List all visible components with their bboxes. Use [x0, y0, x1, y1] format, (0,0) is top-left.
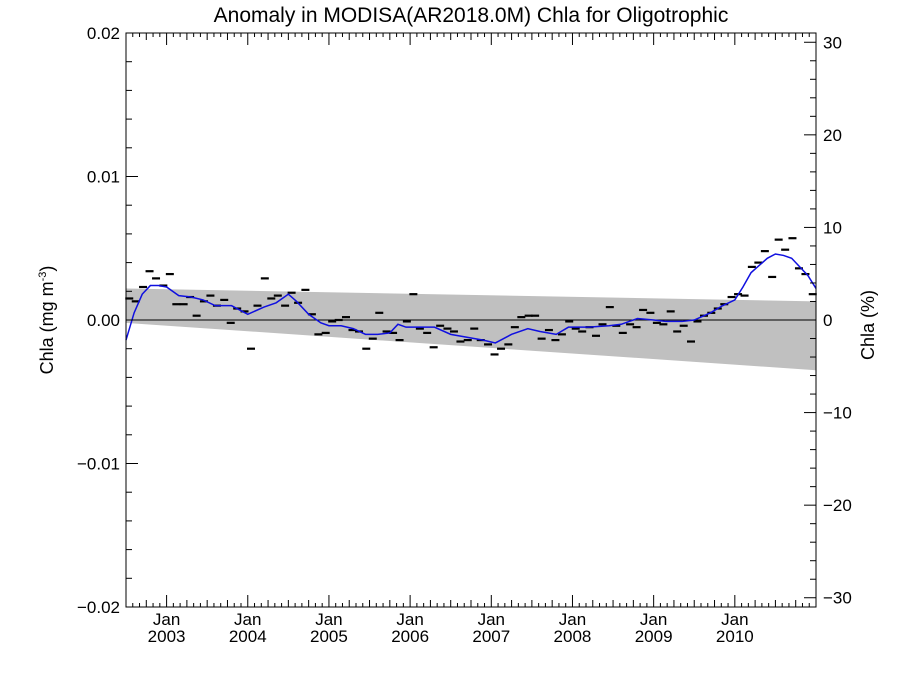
x-tick-year-label: 2008 [554, 627, 592, 646]
x-tick-month-label: Jan [153, 610, 180, 629]
y-axis-left: 0.02 0.01 0.00 −0.01 −0.02 [77, 24, 138, 617]
y-tick-label: −0.01 [77, 455, 120, 474]
x-tick-month-label: Jan [396, 610, 423, 629]
plot-area [125, 32, 817, 608]
x-tick-year-label: 2006 [391, 627, 429, 646]
x-tick-year-label: 2004 [229, 627, 267, 646]
y2-tick-label: 0 [823, 311, 832, 330]
x-tick-month-label: Jan [234, 610, 261, 629]
y2-tick-label: −10 [823, 404, 852, 423]
y2-axis-label: Chla (%) [858, 290, 878, 360]
y2-tick-label: 20 [823, 126, 842, 145]
x-tick-month-label: Jan [721, 610, 748, 629]
x-tick-year-label: 2007 [472, 627, 510, 646]
y2-tick-label: 10 [823, 218, 842, 237]
smoothed-anomaly-line [125, 253, 817, 344]
x-tick-month-label: Jan [478, 610, 505, 629]
y-tick-label: 0.00 [87, 311, 120, 330]
x-tick-year-label: 2003 [148, 627, 186, 646]
y-tick-label: 0.01 [87, 168, 120, 187]
x-tick-month-label: Jan [559, 610, 586, 629]
x-axis: Jan2003Jan2004Jan2005Jan2006Jan2007Jan20… [125, 33, 817, 646]
x-tick-year-label: 2009 [635, 627, 673, 646]
y-tick-label: 0.02 [87, 24, 120, 43]
x-tick-year-label: 2010 [716, 627, 754, 646]
x-tick-year-label: 2005 [310, 627, 348, 646]
y2-tick-label: −30 [823, 589, 852, 608]
x-tick-month-label: Jan [315, 610, 342, 629]
y2-tick-label: 30 [823, 33, 842, 52]
y-axis-label: Chla (mg m-3) [37, 266, 57, 375]
y-tick-label: −0.02 [77, 598, 120, 617]
y-axis-right: 30 20 10 0 −10 −20 −30 [804, 33, 852, 608]
x-tick-month-label: Jan [640, 610, 667, 629]
y2-tick-label: −20 [823, 496, 852, 515]
chart-title: Anomaly in MODISA(AR2018.0M) Chla for Ol… [214, 4, 729, 27]
